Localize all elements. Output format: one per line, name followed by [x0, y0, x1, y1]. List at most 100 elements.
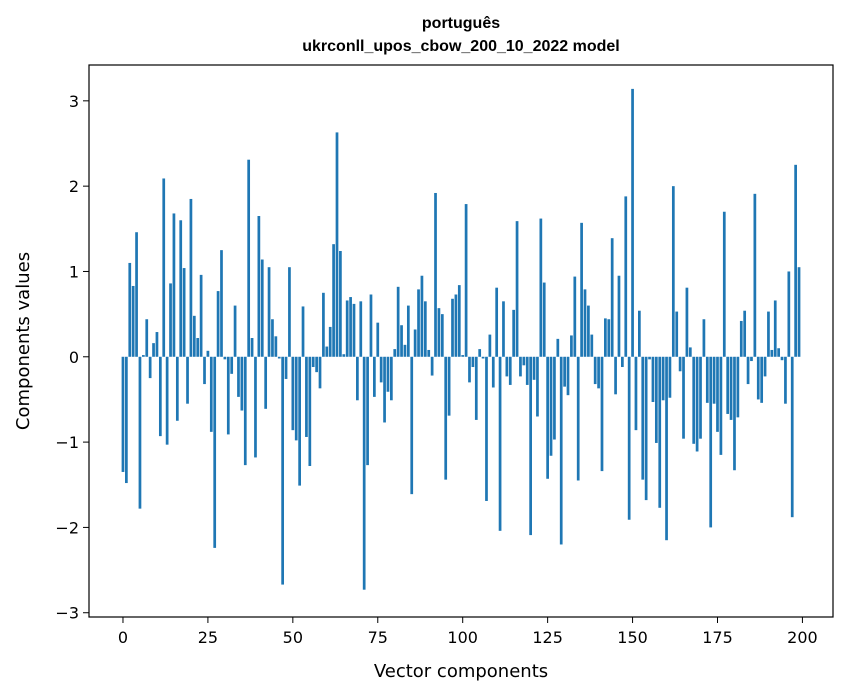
- bar: [604, 318, 607, 357]
- bar: [644, 356, 648, 501]
- bar: [209, 356, 213, 432]
- plot-area-frame: [88, 64, 834, 618]
- bar: [172, 213, 176, 357]
- bar: [322, 292, 325, 357]
- bar: [485, 356, 488, 501]
- bar: [369, 294, 373, 357]
- bar: [196, 338, 200, 357]
- bar: [406, 305, 410, 357]
- bar: [559, 356, 563, 545]
- bar: [638, 310, 641, 357]
- bar: [498, 356, 502, 531]
- bar: [125, 356, 128, 484]
- bar: [152, 343, 155, 357]
- bar: [739, 320, 743, 357]
- bar: [155, 332, 159, 357]
- bar: [213, 356, 217, 548]
- bar: [165, 356, 169, 445]
- bar: [454, 294, 458, 357]
- bar: [413, 329, 417, 357]
- bar: [281, 356, 284, 585]
- bar: [260, 259, 264, 357]
- bar: [366, 356, 369, 466]
- bar: [376, 322, 380, 357]
- bar: [678, 356, 682, 372]
- bar: [386, 356, 390, 392]
- bar: [495, 287, 499, 357]
- x-tick-label: 25: [198, 628, 218, 647]
- bar: [712, 356, 716, 404]
- bar: [451, 298, 454, 357]
- bar: [651, 356, 655, 402]
- bar: [583, 289, 587, 357]
- bar: [525, 356, 529, 385]
- bar: [784, 356, 787, 404]
- bar: [787, 271, 791, 357]
- bar: [587, 305, 590, 357]
- x-axis-ticks: 0 25 50 75 100 125 150 175 200: [118, 617, 818, 647]
- bar: [250, 338, 254, 357]
- bar: [515, 221, 519, 357]
- bar: [335, 132, 339, 357]
- x-tick-label: 50: [283, 628, 303, 647]
- bar: [223, 356, 227, 360]
- bar: [634, 356, 638, 431]
- bar: [444, 356, 448, 480]
- bar: [491, 356, 495, 388]
- bar: [142, 355, 145, 357]
- bar: [614, 356, 617, 395]
- bar: [542, 282, 546, 357]
- bar: [502, 301, 505, 357]
- bar: [549, 356, 553, 456]
- bar: [570, 335, 573, 357]
- bar: [767, 311, 770, 357]
- bar: [474, 356, 478, 420]
- bar: [576, 356, 580, 481]
- bar: [665, 356, 668, 541]
- bar: [695, 356, 699, 452]
- bar: [733, 356, 736, 471]
- bar: [566, 356, 570, 396]
- bar: [553, 356, 556, 440]
- bar: [274, 336, 278, 357]
- bar: [247, 159, 251, 357]
- bar: [203, 356, 206, 385]
- bar: [461, 355, 465, 357]
- bar: [753, 193, 757, 357]
- bar: [563, 356, 566, 387]
- bar: [318, 356, 322, 389]
- bar: [332, 244, 335, 357]
- bar-series: [121, 88, 801, 590]
- y-tick-label: 1: [69, 262, 79, 281]
- x-tick-label: 0: [118, 628, 128, 647]
- bar: [580, 222, 583, 357]
- bar: [342, 354, 346, 357]
- x-tick-label: 125: [532, 628, 563, 647]
- y-tick-label: 2: [69, 177, 79, 196]
- bar: [257, 216, 261, 357]
- bar: [192, 315, 196, 357]
- y-axis-label: Components values: [13, 252, 34, 430]
- bar: [400, 325, 403, 357]
- x-tick-label: 150: [617, 628, 648, 647]
- bar: [169, 283, 172, 357]
- bar: [488, 334, 492, 357]
- bar: [539, 218, 543, 357]
- bar: [437, 308, 441, 357]
- bar: [607, 319, 611, 357]
- y-axis-ticks: −3 −2 −1 0 1 2 3: [55, 92, 89, 623]
- bar: [464, 204, 468, 357]
- bar: [685, 287, 689, 357]
- bar: [722, 211, 726, 357]
- x-axis-label: Vector components: [374, 661, 548, 682]
- bar: [420, 275, 424, 357]
- bar: [305, 356, 308, 437]
- bar: [339, 250, 342, 357]
- x-tick-label: 100: [447, 628, 478, 647]
- bar: [243, 356, 247, 466]
- bar: [179, 220, 183, 357]
- bar: [481, 356, 485, 359]
- chart-title-line-1: português: [422, 15, 500, 32]
- bar: [267, 267, 271, 357]
